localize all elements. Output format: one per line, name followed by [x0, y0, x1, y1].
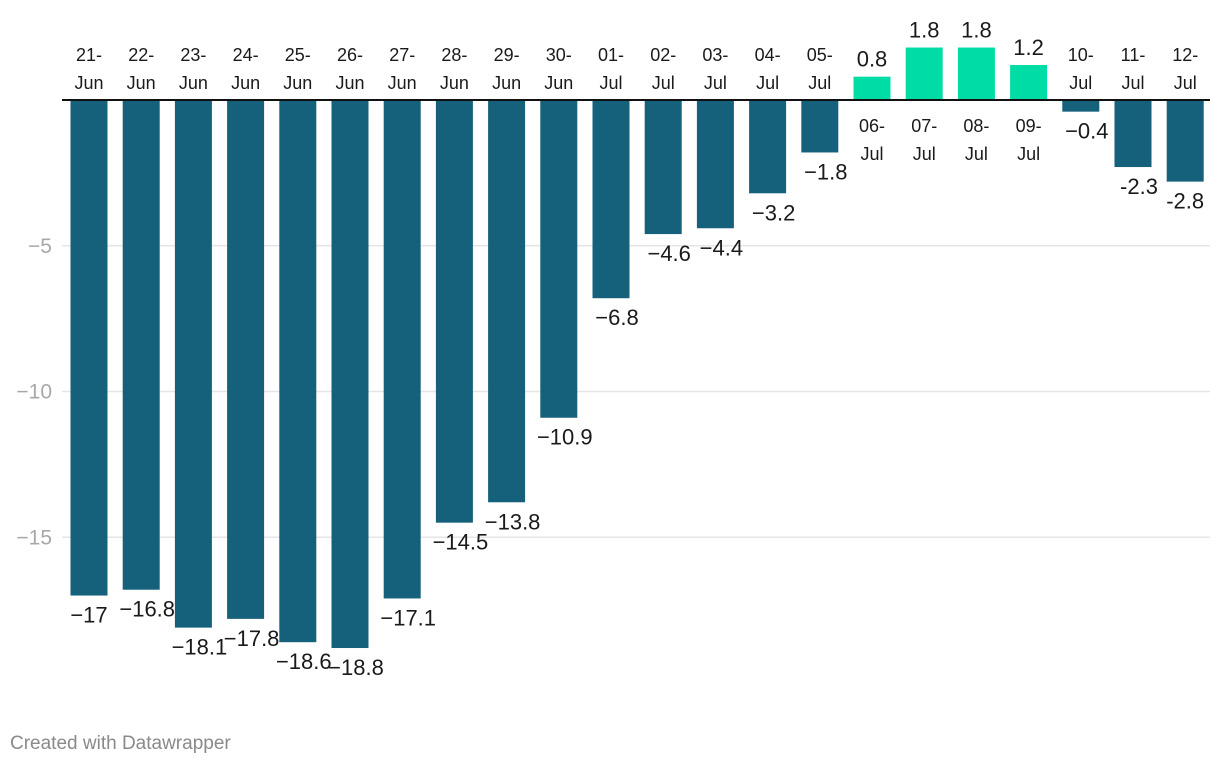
- x-tick-label: Jul: [652, 73, 675, 93]
- x-tick-label: Jul: [599, 73, 622, 93]
- x-tick-label: 11-: [1121, 45, 1146, 65]
- x-tick-label: Jul: [1174, 73, 1197, 93]
- data-label: −18.6: [276, 649, 332, 674]
- footer-credit: Created with Datawrapper: [10, 733, 231, 754]
- bar: [122, 100, 160, 590]
- bar: [70, 100, 108, 596]
- y-tick-label: −10: [16, 381, 52, 404]
- data-label: −4.4: [700, 235, 743, 260]
- bar: [174, 100, 212, 628]
- x-tick-label: Jul: [913, 144, 936, 164]
- bar: [227, 100, 265, 619]
- bar: [696, 100, 734, 229]
- data-label: −18.8: [328, 655, 384, 680]
- x-tick-label: Jul: [1121, 73, 1144, 93]
- x-tick-label: Jun: [283, 73, 312, 93]
- x-tick-label: 25-: [285, 45, 311, 65]
- x-tick-label: 23-: [180, 45, 206, 65]
- x-tick-label: 29-: [494, 45, 520, 65]
- data-label: 1.2: [1013, 35, 1044, 60]
- x-tick-label: Jul: [860, 144, 883, 164]
- x-tick-label: Jul: [1069, 73, 1092, 93]
- data-label: −3.2: [752, 200, 795, 225]
- bar: [1166, 100, 1204, 182]
- bar: [1114, 100, 1152, 168]
- x-tick-label: 28-: [441, 45, 467, 65]
- bar: [1062, 100, 1100, 112]
- x-tick-label: 21-: [76, 45, 102, 65]
- data-label: −6.8: [595, 305, 638, 330]
- x-tick-label: 09-: [1016, 116, 1042, 136]
- x-tick-label: 01-: [598, 45, 624, 65]
- bar: [488, 100, 526, 503]
- bar: [540, 100, 578, 418]
- data-label: −4.6: [647, 241, 690, 266]
- x-tick-label: Jul: [756, 73, 779, 93]
- bar: [801, 100, 839, 153]
- x-tick-label: 22-: [128, 45, 154, 65]
- data-label: 0.8: [857, 47, 888, 72]
- data-label: −17.8: [224, 626, 280, 651]
- x-tick-label: 04-: [755, 45, 781, 65]
- x-tick-label: 12-: [1172, 45, 1198, 65]
- x-tick-label: Jul: [965, 144, 988, 164]
- data-label: 1.8: [909, 18, 940, 43]
- bar: [644, 100, 682, 235]
- data-label: −13.8: [485, 509, 541, 534]
- x-tick-label: Jul: [808, 73, 831, 93]
- x-tick-label: Jun: [440, 73, 469, 93]
- data-label: −17.1: [380, 605, 436, 630]
- data-label: −16.8: [119, 597, 175, 622]
- bar: [1010, 65, 1048, 100]
- bar: [383, 100, 421, 599]
- x-tick-label: 26-: [337, 45, 363, 65]
- y-tick-label: −15: [16, 526, 52, 549]
- bar: [853, 76, 891, 100]
- data-label: −0.4: [1065, 119, 1108, 144]
- data-label: −1.8: [804, 159, 847, 184]
- bar: [592, 100, 630, 299]
- data-label: −18.1: [172, 635, 228, 660]
- bar: [749, 100, 787, 194]
- x-tick-label: Jun: [74, 73, 103, 93]
- x-tick-label: Jul: [1017, 144, 1040, 164]
- x-tick-label: 10-: [1068, 45, 1094, 65]
- x-tick-label: 24-: [233, 45, 259, 65]
- x-tick-label: Jun: [179, 73, 208, 93]
- x-tick-label: Jun: [127, 73, 156, 93]
- bar: [279, 100, 317, 643]
- bar: [957, 47, 995, 100]
- x-tick-label: 05-: [807, 45, 833, 65]
- x-tick-label: 27-: [389, 45, 415, 65]
- x-tick-label: Jun: [492, 73, 521, 93]
- x-tick-label: 03-: [702, 45, 728, 65]
- x-tick-label: Jul: [704, 73, 727, 93]
- x-tick-label: 06-: [859, 116, 885, 136]
- bar-chart: −5 −10 −15 21- Jun −17 22- Jun −16.8 23- Jun −18.1 2…: [16, 18, 1210, 680]
- y-tick-label: −5: [28, 235, 52, 258]
- x-tick-label: 07-: [911, 116, 937, 136]
- data-label: -2.8: [1166, 189, 1204, 214]
- bar: [905, 47, 943, 100]
- data-label: −14.5: [433, 530, 489, 555]
- x-tick-label: 08-: [963, 116, 989, 136]
- bar: [435, 100, 473, 523]
- data-label: −10.9: [537, 425, 593, 450]
- x-tick-label: 30-: [546, 45, 572, 65]
- bar: [331, 100, 369, 649]
- x-tick-label: Jun: [388, 73, 417, 93]
- x-tick-label: Jun: [231, 73, 260, 93]
- x-tick-label: 02-: [650, 45, 676, 65]
- data-label: -2.3: [1120, 174, 1158, 199]
- x-tick-label: Jun: [544, 73, 573, 93]
- x-tick-label: Jun: [335, 73, 364, 93]
- data-label: 1.8: [961, 18, 992, 43]
- data-label: −17: [70, 603, 107, 628]
